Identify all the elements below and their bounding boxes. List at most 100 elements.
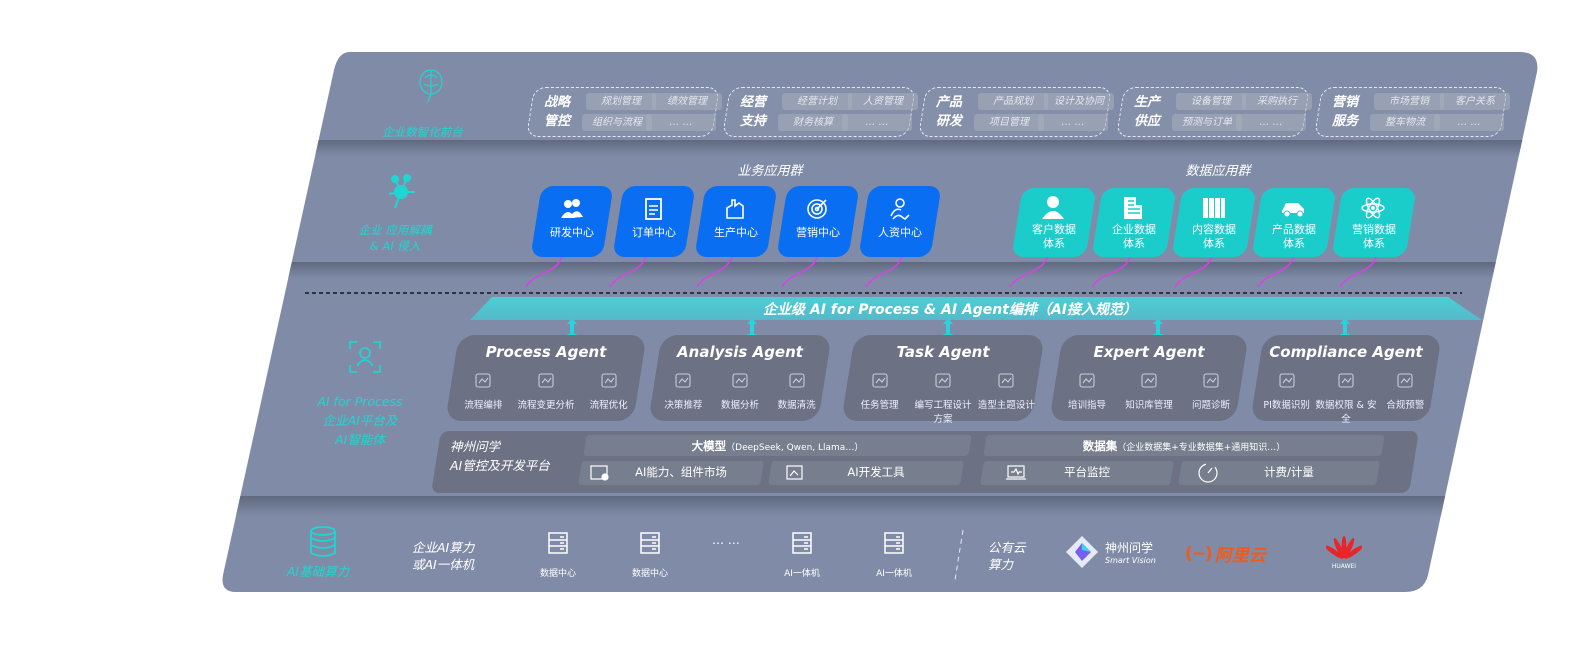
capability-label: 流程优化 xyxy=(589,400,628,411)
server-label: AI一体机 xyxy=(784,569,820,579)
business-apps-title: 业务应用群 xyxy=(737,164,803,179)
capability-label: 知识库管理 xyxy=(1125,400,1173,411)
tile-label: 体系 xyxy=(1283,237,1305,250)
data-app-tile[interactable]: 产品数据 体系 xyxy=(1257,188,1331,257)
frontend-chip[interactable]: … … xyxy=(1038,114,1108,131)
tile-label: 研发中心 xyxy=(550,226,594,239)
model-cell[interactable]: 大模型（DeepSeek, Qwen, Llama…） xyxy=(585,435,970,456)
smart-vision-logo: 神州问学 Smart Vision xyxy=(1065,535,1156,569)
agent-card[interactable]: Compliance Agent PI数据识别 数据权限 & 安全 合规预警 xyxy=(1254,335,1438,425)
data-app-tile[interactable]: 营销数据 体系 xyxy=(1337,188,1411,257)
agent-capability: 流程变更分析 xyxy=(513,371,579,411)
capability-label: 任务管理 xyxy=(860,400,899,411)
frontend-chip[interactable]: 财务核算 xyxy=(778,114,848,131)
agent-card[interactable]: Expert Agent 培训指导 知识库管理 问题诊断 xyxy=(1056,335,1242,421)
ai-platform-label-2: 企业AI平台及 xyxy=(322,413,398,428)
component-market-cell[interactable]: AI能力、组件市场 xyxy=(580,461,762,485)
capability-label: 流程编排 xyxy=(464,400,503,411)
frontend-group: 生产 供应 设备管理 采购执行 预测与订单… … xyxy=(1120,87,1312,137)
tile-label: 体系 xyxy=(1123,237,1145,250)
frontend-chip[interactable]: … … xyxy=(646,114,716,131)
frontend-group: 产品 研发 产品规划 设计及协同 项目管理… … xyxy=(922,87,1114,137)
agent-card[interactable]: Analysis Agent 决策推荐 数据分析 数据清洗 xyxy=(655,335,825,421)
provider-sub: Smart Vision xyxy=(1105,556,1156,565)
smart-vision-diamond-icon xyxy=(1066,536,1098,568)
face-scan-icon xyxy=(349,341,381,373)
orchestration-banner-text: 企业级 AI for Process & AI Agent编排（AI接入规范） xyxy=(762,302,1138,318)
group-title: 战略 xyxy=(544,95,571,110)
business-app-tile[interactable]: 人资中心 xyxy=(864,186,936,257)
capability-icon xyxy=(935,373,951,388)
data-app-tile[interactable]: 内容数据 体系 xyxy=(1177,188,1251,257)
agent-title: Analysis Agent xyxy=(677,343,803,361)
dataset-cell[interactable]: 数据集（企业数据集+专业数据集+通用知识…） xyxy=(985,435,1383,456)
platform-name-2: AI管控及开发平台 xyxy=(450,458,550,473)
frontend-chip[interactable]: 组织与流程 xyxy=(582,114,652,131)
agent-capability: PI数据识别 xyxy=(1254,371,1320,411)
compute-label: AI基础算力 xyxy=(286,564,350,579)
frontend-chip[interactable]: … … xyxy=(1236,114,1306,131)
business-app-tile[interactable]: 订单中心 xyxy=(618,186,690,257)
frontend-chip[interactable]: 人资管理 xyxy=(848,93,918,110)
business-app-tile[interactable]: 营销中心 xyxy=(782,186,854,257)
frontend-chip[interactable]: 客户关系 xyxy=(1440,93,1510,110)
frontend-chip[interactable]: 经营计划 xyxy=(782,93,852,110)
tile-label: 体系 xyxy=(1043,237,1065,250)
server-icon xyxy=(884,532,904,554)
server-label: 数据中心 xyxy=(631,569,668,579)
frontend-chip[interactable]: 设备管理 xyxy=(1176,93,1246,110)
tile-label: 体系 xyxy=(1203,237,1225,250)
dev-platform-bar: .card[data-name=dev-platform-bar]::befor… xyxy=(436,431,1414,493)
dev-tools-label: AI开发工具 xyxy=(847,465,905,479)
agent-capability: 合规预警 xyxy=(1372,371,1438,411)
capability-icon xyxy=(601,373,617,388)
apps-label-line2: & AI 侵入 xyxy=(369,239,421,253)
server-item: AI一体机 xyxy=(772,531,832,579)
tile-label: 营销中心 xyxy=(796,226,840,239)
group-title: 营销 xyxy=(1332,95,1359,110)
frontend-chip[interactable]: 预测与订单 xyxy=(1172,114,1242,131)
frontend-chip[interactable]: 整车物流 xyxy=(1370,114,1440,131)
capability-icon xyxy=(1141,373,1157,388)
team-icon xyxy=(561,199,583,218)
business-app-tile[interactable]: 生产中心 xyxy=(700,186,772,257)
aliyun-bracket-icon: (−) xyxy=(1185,543,1213,564)
business-app-tile[interactable]: 研发中心 xyxy=(536,186,608,257)
person-icon xyxy=(890,198,910,220)
group-title: 供应 xyxy=(1134,114,1161,129)
monitoring-cell[interactable]: 平台监控 xyxy=(982,461,1172,485)
monitor-icon xyxy=(1006,465,1026,480)
capability-label: 数据分析 xyxy=(720,400,759,411)
frontend-chip[interactable]: 采购执行 xyxy=(1242,93,1312,110)
data-app-tile[interactable]: 企业数据 体系 xyxy=(1097,188,1171,257)
agent-card[interactable]: Task Agent 任务管理 编写工程设计方案 造型主题设计 xyxy=(848,335,1038,425)
capability-label: 培训指导 xyxy=(1067,400,1106,411)
database-icon xyxy=(310,526,336,557)
ai-platform-label-3: AI智能体 xyxy=(335,432,385,447)
capability-icon xyxy=(1397,373,1413,388)
frontend-chip[interactable]: 规划管理 xyxy=(586,93,656,110)
data-app-tile[interactable]: 客户数据 体系 xyxy=(1017,188,1091,257)
platform-name-1: 神州问学 xyxy=(450,439,501,454)
frontend-chip[interactable]: … … xyxy=(842,114,912,131)
component-market-label: AI能力、组件市场 xyxy=(635,465,727,479)
capability-icon xyxy=(872,373,888,388)
frontend-chip[interactable]: 产品规划 xyxy=(978,93,1048,110)
capability-label: 数据清洗 xyxy=(777,400,816,411)
public-cloud-1: 公有云 xyxy=(988,540,1026,555)
server-item: 数据中心 xyxy=(620,531,680,579)
server-label: 数据中心 xyxy=(539,569,576,579)
frontend-chip[interactable]: 绩效管理 xyxy=(652,93,722,110)
huawei-name: HUAWEI xyxy=(1331,563,1357,570)
billing-cell[interactable]: 计费/计量 xyxy=(1180,461,1378,485)
provider-name: 神州问学 xyxy=(1105,541,1154,555)
frontend-chip[interactable]: 设计及协同 xyxy=(1044,93,1114,110)
agent-card[interactable]: Process Agent 流程编排 流程变更分析 流程优化 xyxy=(452,335,640,421)
frontend-chip[interactable]: … … xyxy=(1434,114,1504,131)
frontend-chip[interactable]: 市场营销 xyxy=(1374,93,1444,110)
dev-tools-cell[interactable]: AI开发工具 xyxy=(770,461,962,485)
agent-title: Compliance Agent xyxy=(1269,343,1423,361)
building-icon xyxy=(1124,197,1142,219)
gauge-icon xyxy=(1198,463,1218,483)
frontend-chip[interactable]: 项目管理 xyxy=(974,114,1044,131)
